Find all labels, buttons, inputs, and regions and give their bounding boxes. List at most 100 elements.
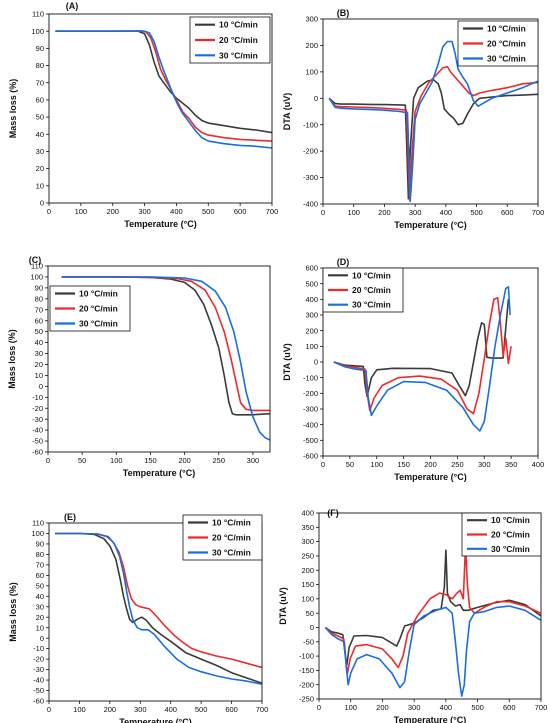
y-tick-label: 110 <box>32 519 44 528</box>
x-axis-label: Temperature (°C) <box>394 472 466 482</box>
y-tick-label: -200 <box>303 147 318 156</box>
y-tick-label: -300 <box>303 405 318 414</box>
plot-frame <box>48 13 273 204</box>
plot-frame <box>322 18 539 205</box>
chart-panel-e: (E)0 100 200 300 400 500 600 700-60-50-40-30-20… <box>8 512 268 723</box>
x-tick-label: 100 <box>110 456 123 465</box>
panel-label: (D) <box>337 257 350 267</box>
series-line-3 <box>55 30 272 149</box>
x-tick-label: 200 <box>178 456 191 465</box>
plot-frame <box>322 267 539 457</box>
y-tick-label: -100 <box>303 373 318 382</box>
legend: 10 °C/min 20 °C/min 30 °C/min <box>49 285 131 332</box>
y-tick-label: -20 <box>32 404 43 413</box>
x-tick-label: 700 <box>535 703 548 712</box>
y-tick-label: 80 <box>36 550 44 559</box>
x-tick-label: 0 <box>47 705 51 714</box>
y-axis-label: Mass loss (%) <box>7 329 17 389</box>
series-line-2 <box>333 297 512 415</box>
y-tick-label: 60 <box>36 571 44 580</box>
x-tick-label: 600 <box>501 208 514 217</box>
y-tick-label: 100 <box>305 342 318 351</box>
y-tick-label: 0 <box>310 623 314 632</box>
panel-label: (C) <box>29 255 42 265</box>
legend-label-1: 10 °C/min <box>219 20 258 30</box>
legend: 10 °C/min 20 °C/min 30 °C/min <box>461 512 542 557</box>
y-tick-label: 50 <box>36 581 44 590</box>
legend: 10 °C/min 20 °C/min 30 °C/min <box>189 16 271 64</box>
x-tick-label: 100 <box>344 703 357 712</box>
legend-label-1: 10 °C/min <box>212 518 251 528</box>
y-tick-label: 60 <box>36 96 44 105</box>
x-tick-label: 300 <box>478 460 491 469</box>
y-axis-label: Mass loss (%) <box>8 79 18 139</box>
y-tick-label: -40 <box>32 426 43 435</box>
x-tick-label: 600 <box>225 705 238 714</box>
y-tick-label: 20 <box>35 360 43 369</box>
legend-label-3: 30 °C/min <box>219 50 258 60</box>
legend-label-1: 10 °C/min <box>487 24 526 34</box>
y-tick-label: 100 <box>305 67 318 76</box>
y-tick-label: 30 <box>36 147 44 156</box>
panel-label: (B) <box>337 8 350 18</box>
x-tick-label: 400 <box>170 207 183 216</box>
x-tick-label: 500 <box>470 208 483 217</box>
y-tick-label: 90 <box>36 44 44 53</box>
y-tick-label: 50 <box>36 113 44 122</box>
series-line-1 <box>324 549 541 666</box>
y-tick-label: -100 <box>303 120 318 129</box>
y-tick-label: 400 <box>305 295 318 304</box>
y-tick-label: -150 <box>299 666 314 675</box>
x-tick-label: 100 <box>73 705 86 714</box>
x-tick-label: 150 <box>144 456 157 465</box>
y-tick-label: 50 <box>306 609 314 618</box>
x-tick-label: 300 <box>247 456 260 465</box>
x-tick-label: 50 <box>346 460 354 469</box>
y-tick-label: 0 <box>40 199 44 208</box>
y-tick-label: 20 <box>36 613 44 622</box>
x-tick-label: 0 <box>321 460 325 469</box>
y-axis-label: DTA (uV) <box>282 343 292 381</box>
y-tick-label: 110 <box>31 262 43 271</box>
x-tick-label: 150 <box>397 460 410 469</box>
y-tick-label: 20 <box>36 164 44 173</box>
series-line-1 <box>328 79 538 200</box>
y-tick-label: 60 <box>35 316 43 325</box>
x-tick-label: 200 <box>104 705 117 714</box>
x-tick-label: 0 <box>317 703 321 712</box>
y-tick-label: -40 <box>33 676 44 685</box>
legend-label-2: 20 °C/min <box>352 285 391 295</box>
series-line-1 <box>55 532 262 684</box>
y-tick-label: 600 <box>305 264 318 273</box>
legend-label-1: 10 °C/min <box>491 515 530 525</box>
y-tick-label: 200 <box>301 566 314 575</box>
y-tick-label: -30 <box>33 665 44 674</box>
x-tick-label: 700 <box>532 208 545 217</box>
y-tick-label: 50 <box>35 327 43 336</box>
y-tick-label: 70 <box>36 78 44 87</box>
plot-frame <box>318 512 542 700</box>
legend-label-2: 20 °C/min <box>487 39 526 49</box>
plot-frame <box>47 265 271 453</box>
y-axis-label: DTA (uV) <box>282 93 292 131</box>
x-tick-label: 200 <box>378 208 391 217</box>
y-tick-label: 100 <box>31 529 44 538</box>
y-tick-label: -250 <box>299 695 314 704</box>
series-line-3 <box>61 276 270 441</box>
y-tick-label: -20 <box>33 655 44 664</box>
legend-label-3: 30 °C/min <box>212 548 251 558</box>
x-tick-label: 100 <box>347 208 360 217</box>
y-tick-label: 100 <box>31 27 44 36</box>
y-tick-label: -60 <box>32 448 43 457</box>
y-tick-label: 90 <box>35 283 43 292</box>
x-tick-label: 350 <box>505 460 518 469</box>
legend-label-2: 20 °C/min <box>212 533 251 543</box>
x-tick-label: 600 <box>503 703 516 712</box>
y-tick-label: -300 <box>303 173 318 182</box>
y-tick-label: -10 <box>33 644 44 653</box>
y-tick-label: -10 <box>32 393 43 402</box>
x-axis-label: Temperature (°C) <box>119 717 191 723</box>
y-tick-label: -30 <box>32 415 43 424</box>
y-tick-label: 250 <box>301 552 314 561</box>
